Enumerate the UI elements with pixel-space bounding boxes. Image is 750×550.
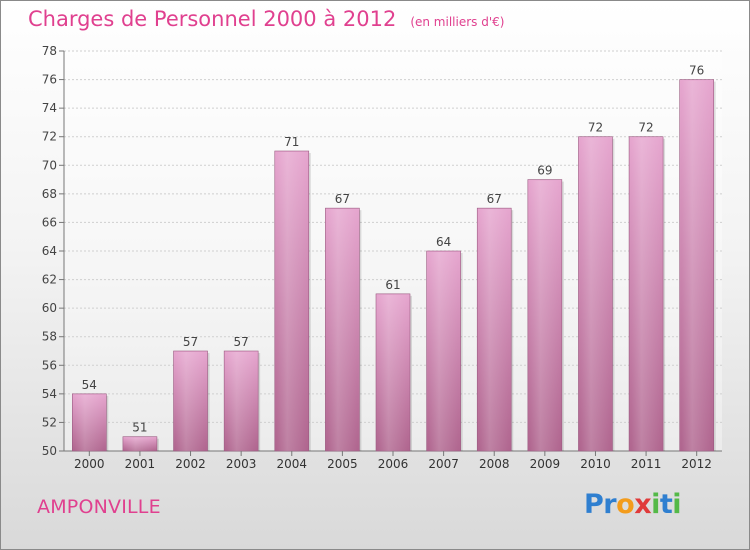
x-tick-label: 2007 — [428, 457, 459, 471]
data-label: 69 — [537, 164, 552, 178]
bar-highlight — [276, 152, 307, 451]
x-tick-label: 2008 — [479, 457, 510, 471]
y-tick-label: 50 — [42, 444, 57, 458]
data-label: 61 — [385, 278, 400, 292]
x-tick-label: 2000 — [74, 457, 105, 471]
bar-highlight — [74, 394, 105, 451]
y-tick-label: 62 — [42, 273, 57, 287]
brand-letter: t — [659, 489, 673, 520]
bar-highlight — [124, 437, 155, 451]
data-label: 51 — [132, 421, 147, 435]
x-tick-label: 2011 — [631, 457, 662, 471]
brand-letter: o — [616, 489, 635, 520]
x-tick-label: 2010 — [580, 457, 611, 471]
y-tick-label: 60 — [42, 301, 57, 315]
y-tick-label: 64 — [42, 244, 57, 258]
data-label: 57 — [234, 335, 249, 349]
data-label: 71 — [284, 135, 299, 149]
x-tick-label: 2012 — [681, 457, 712, 471]
data-label: 76 — [689, 64, 704, 78]
y-tick-label: 78 — [42, 44, 57, 58]
bar-highlight — [681, 80, 712, 452]
data-label: 54 — [82, 378, 97, 392]
bar-highlight — [175, 352, 206, 451]
data-label: 67 — [487, 192, 502, 206]
y-tick-label: 68 — [42, 187, 57, 201]
place-name: AMPONVILLE — [37, 496, 161, 518]
data-label: 72 — [638, 121, 653, 135]
chart-title: Charges de Personnel 2000 à 2012 (en mill… — [28, 7, 504, 31]
x-tick-label: 2009 — [530, 457, 561, 471]
x-tick-label: 2002 — [175, 457, 206, 471]
x-tick-label: 2004 — [276, 457, 307, 471]
bar-highlight — [479, 209, 510, 451]
y-tick-label: 66 — [42, 215, 57, 229]
brand-letter: P — [584, 489, 604, 520]
brand-letter: x — [634, 489, 652, 520]
chart-title-unit: (en milliers d'€) — [410, 15, 505, 29]
bar-highlight — [529, 180, 560, 452]
data-label: 64 — [436, 235, 451, 249]
x-tick-label: 2001 — [125, 457, 156, 471]
x-tick-label: 2005 — [327, 457, 358, 471]
data-label: 72 — [588, 121, 603, 135]
brand-logo: Proxiti — [584, 489, 682, 520]
brand-letter: i — [672, 489, 682, 520]
data-label: 57 — [183, 335, 198, 349]
y-tick-label: 54 — [42, 387, 57, 401]
x-tick-label: 2003 — [226, 457, 257, 471]
y-tick-label: 58 — [42, 330, 57, 344]
bar-highlight — [327, 209, 358, 451]
y-tick-label: 56 — [42, 358, 57, 372]
bar-highlight — [226, 352, 257, 451]
y-tick-label: 52 — [42, 415, 57, 429]
data-label: 67 — [335, 192, 350, 206]
x-tick-label: 2006 — [378, 457, 409, 471]
brand-letter: r — [603, 489, 617, 520]
bar-highlight — [428, 252, 459, 451]
y-tick-label: 76 — [42, 73, 57, 87]
y-tick-label: 74 — [42, 101, 57, 115]
chart-title-text: Charges de Personnel 2000 à 2012 — [28, 7, 397, 31]
brand-letter: i — [651, 489, 660, 520]
bar-highlight — [580, 137, 611, 451]
y-tick-label: 72 — [42, 130, 57, 144]
y-tick-label: 70 — [42, 158, 57, 172]
bar-highlight — [378, 294, 408, 451]
bar-highlight — [631, 137, 662, 451]
